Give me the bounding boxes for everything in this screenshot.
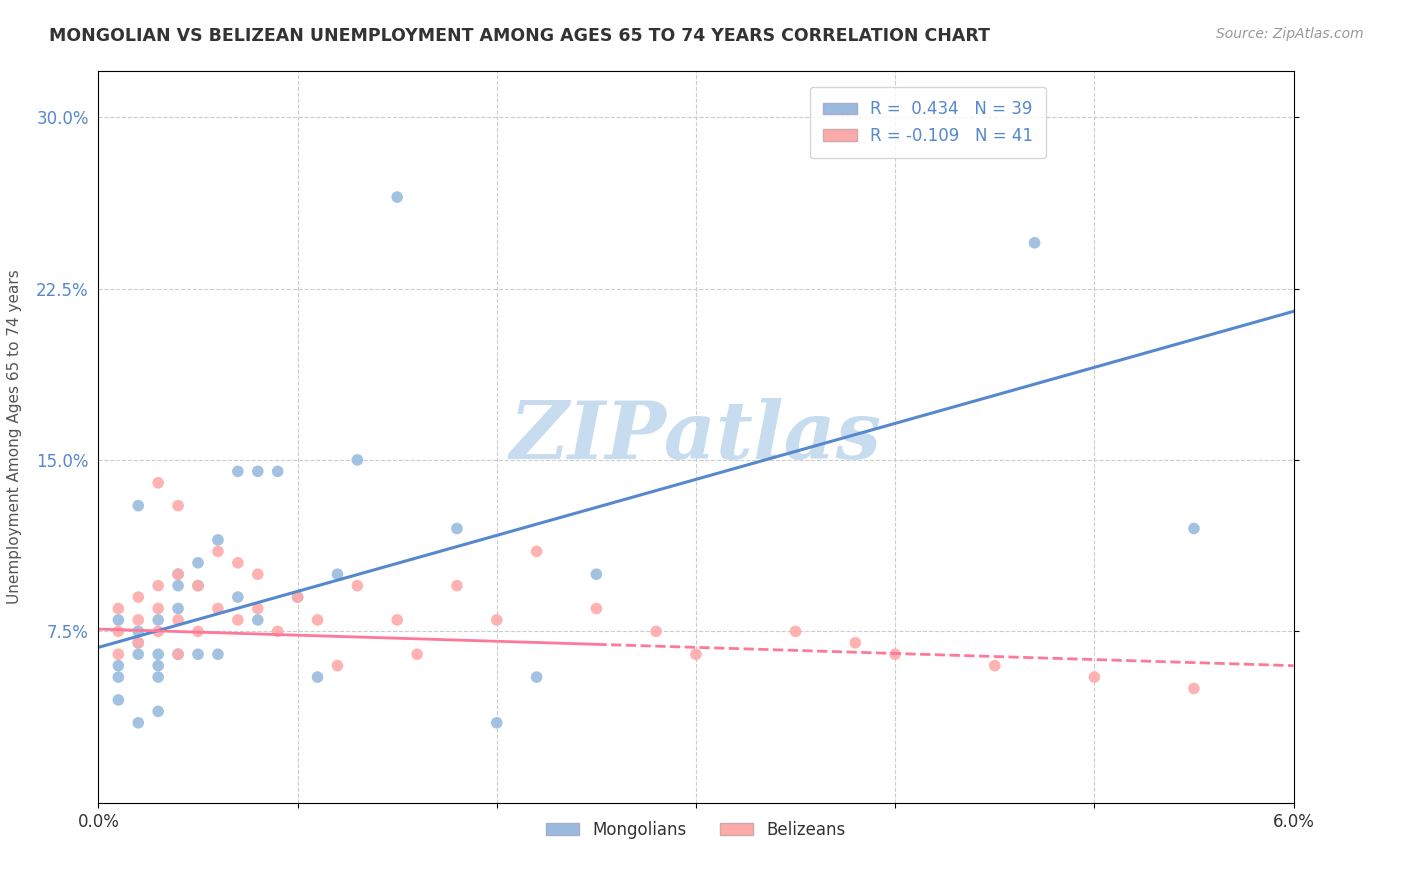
Point	[267, 624, 290, 639]
Point	[226, 556, 249, 570]
Point	[246, 567, 269, 582]
Point	[187, 579, 209, 593]
Point	[246, 613, 269, 627]
Point	[1182, 521, 1205, 535]
Point	[267, 464, 290, 478]
Point	[107, 613, 129, 627]
Point	[167, 579, 190, 593]
Point	[187, 647, 209, 661]
Point	[226, 613, 249, 627]
Point	[127, 647, 149, 661]
Point	[127, 636, 149, 650]
Point	[167, 567, 190, 582]
Point	[207, 544, 229, 558]
Point	[187, 556, 209, 570]
Point	[148, 705, 170, 719]
Point	[385, 190, 409, 204]
Point	[226, 464, 249, 478]
Text: MONGOLIAN VS BELIZEAN UNEMPLOYMENT AMONG AGES 65 TO 74 YEARS CORRELATION CHART: MONGOLIAN VS BELIZEAN UNEMPLOYMENT AMONG…	[49, 27, 990, 45]
Point	[446, 521, 468, 535]
Point	[167, 647, 190, 661]
Point	[844, 636, 866, 650]
Point	[127, 624, 149, 639]
Point	[148, 624, 170, 639]
Point	[167, 567, 190, 582]
Point	[107, 647, 129, 661]
Point	[226, 590, 249, 604]
Point	[107, 601, 129, 615]
Point	[148, 647, 170, 661]
Point	[107, 670, 129, 684]
Point	[645, 624, 668, 639]
Point	[187, 624, 209, 639]
Point	[307, 613, 329, 627]
Point	[148, 670, 170, 684]
Point	[148, 579, 170, 593]
Point	[127, 636, 149, 650]
Point	[127, 613, 149, 627]
Point	[167, 499, 190, 513]
Point	[526, 544, 548, 558]
Point	[326, 567, 349, 582]
Point	[785, 624, 807, 639]
Point	[1024, 235, 1046, 250]
Point	[346, 579, 368, 593]
Y-axis label: Unemployment Among Ages 65 to 74 years: Unemployment Among Ages 65 to 74 years	[7, 269, 22, 605]
Point	[1083, 670, 1105, 684]
Point	[167, 647, 190, 661]
Point	[246, 464, 269, 478]
Point	[127, 590, 149, 604]
Point	[326, 658, 349, 673]
Point	[207, 601, 229, 615]
Point	[485, 613, 508, 627]
Point	[984, 658, 1007, 673]
Point	[385, 613, 409, 627]
Point	[585, 601, 607, 615]
Point	[884, 647, 907, 661]
Point	[526, 670, 548, 684]
Point	[1182, 681, 1205, 696]
Point	[127, 499, 149, 513]
Point	[148, 475, 170, 490]
Point	[585, 567, 607, 582]
Point	[107, 658, 129, 673]
Legend: Mongolians, Belizeans: Mongolians, Belizeans	[540, 814, 852, 846]
Point	[167, 601, 190, 615]
Point	[287, 590, 309, 604]
Point	[406, 647, 429, 661]
Point	[167, 613, 190, 627]
Text: Source: ZipAtlas.com: Source: ZipAtlas.com	[1216, 27, 1364, 41]
Point	[107, 624, 129, 639]
Point	[307, 670, 329, 684]
Point	[127, 715, 149, 730]
Point	[148, 613, 170, 627]
Point	[207, 533, 229, 547]
Text: ZIPatlas: ZIPatlas	[510, 399, 882, 475]
Point	[148, 601, 170, 615]
Point	[346, 453, 368, 467]
Point	[446, 579, 468, 593]
Point	[485, 715, 508, 730]
Point	[207, 647, 229, 661]
Point	[107, 693, 129, 707]
Point	[246, 601, 269, 615]
Point	[187, 579, 209, 593]
Point	[148, 658, 170, 673]
Point	[685, 647, 707, 661]
Point	[287, 590, 309, 604]
